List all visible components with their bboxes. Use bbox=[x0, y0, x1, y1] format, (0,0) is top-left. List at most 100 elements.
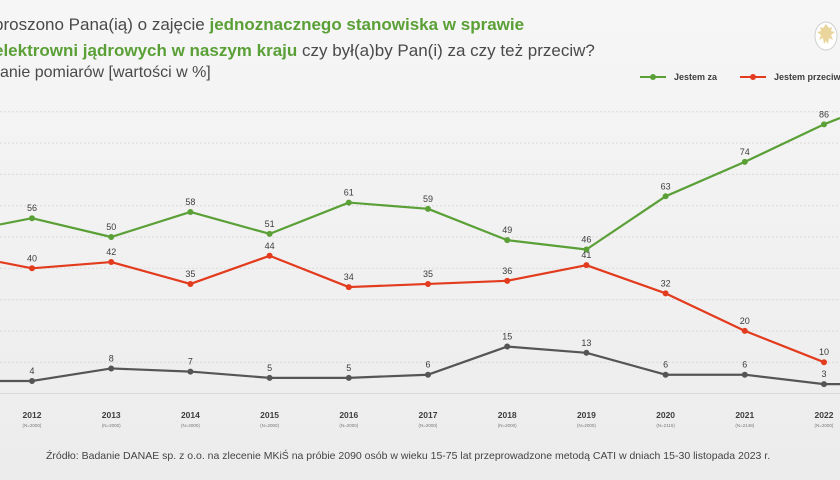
source-note: Źródło: Badanie DANAE sp. z o.o. na zlec… bbox=[46, 450, 771, 462]
title-highlight-1: jednoznacznego stanowiska w sprawie bbox=[209, 15, 525, 34]
x-tick-label: 2021 bbox=[735, 410, 754, 420]
data-label: 6 bbox=[425, 360, 430, 370]
data-label: 10 bbox=[819, 347, 829, 357]
data-label: 7 bbox=[188, 357, 193, 367]
title-line-1: proszono Pana(ią) o zajęcie jednoznaczne… bbox=[0, 12, 794, 38]
data-point bbox=[266, 374, 273, 381]
data-point bbox=[583, 349, 590, 356]
data-point bbox=[662, 193, 669, 200]
series-line bbox=[0, 345, 840, 386]
data-point bbox=[583, 262, 590, 269]
data-label: 61 bbox=[344, 188, 354, 198]
x-sample-size: (N=2116) bbox=[656, 423, 675, 428]
x-tick-label: 2013 bbox=[102, 410, 121, 420]
x-sample-size: (N=2000) bbox=[577, 423, 596, 428]
data-point bbox=[108, 259, 115, 266]
data-label: 13 bbox=[581, 338, 591, 348]
data-label: 41 bbox=[581, 250, 591, 260]
data-point bbox=[345, 199, 352, 206]
legend-swatch-za bbox=[640, 74, 666, 80]
data-point bbox=[821, 359, 827, 366]
title-line-2: elektrowni jądrowych w naszym kraju czy … bbox=[0, 38, 794, 64]
data-point bbox=[187, 280, 194, 287]
data-point bbox=[29, 215, 35, 222]
series-line bbox=[0, 117, 840, 251]
data-point bbox=[662, 371, 669, 378]
x-tick-label: 2020 bbox=[656, 410, 675, 420]
data-point bbox=[504, 237, 511, 244]
data-label: 49 bbox=[502, 225, 512, 235]
data-label: 46 bbox=[581, 235, 591, 245]
data-label: 5 bbox=[267, 363, 272, 373]
x-tick-label: 2015 bbox=[260, 410, 279, 420]
data-label: 20 bbox=[740, 316, 750, 326]
x-tick-label: 2018 bbox=[498, 410, 517, 420]
data-points bbox=[29, 121, 827, 388]
data-point bbox=[662, 290, 669, 297]
data-label: 42 bbox=[106, 247, 116, 257]
legend-swatch-przeciw bbox=[740, 74, 766, 80]
data-point bbox=[187, 208, 194, 215]
data-label: 74 bbox=[740, 147, 750, 157]
x-sample-size: (N=2148) bbox=[735, 423, 754, 428]
x-tick-label: 2016 bbox=[339, 410, 358, 420]
data-point bbox=[504, 277, 511, 284]
data-label: 3 bbox=[821, 369, 826, 379]
data-point bbox=[187, 368, 194, 375]
chart-subtitle: anie pomiarów [wartości w %] bbox=[0, 64, 211, 81]
x-tick-label: 2019 bbox=[577, 410, 596, 420]
data-label: 4 bbox=[29, 366, 34, 376]
data-point bbox=[425, 205, 431, 212]
data-label: 5 bbox=[346, 363, 351, 373]
data-point bbox=[425, 280, 431, 287]
data-point bbox=[741, 371, 748, 378]
data-point bbox=[583, 246, 590, 253]
x-sample-size: (N=2000) bbox=[339, 423, 358, 428]
data-point bbox=[821, 121, 827, 128]
data-point bbox=[108, 234, 115, 240]
data-label: 6 bbox=[742, 360, 747, 370]
x-tick-label: 2022 bbox=[815, 410, 834, 420]
chart-title: proszono Pana(ią) o zajęcie jednoznaczne… bbox=[0, 12, 794, 64]
legend-label-za: Jestem za bbox=[674, 72, 718, 82]
data-label: 6 bbox=[663, 360, 668, 370]
data-point bbox=[741, 158, 748, 165]
x-sample-size: (N=2000) bbox=[419, 423, 438, 428]
title-text-2: czy był(a)by Pan(i) za czy też przeciw? bbox=[297, 41, 595, 60]
data-label: 8 bbox=[109, 353, 114, 363]
series-lines bbox=[0, 117, 840, 386]
data-point bbox=[821, 381, 827, 388]
gridlines bbox=[0, 111, 840, 394]
eagle-emblem-icon bbox=[814, 21, 838, 51]
data-point bbox=[504, 343, 511, 350]
data-label: 36 bbox=[502, 266, 512, 276]
x-sample-size: (N=2000) bbox=[23, 423, 42, 428]
x-tick-label: 2014 bbox=[181, 410, 200, 420]
x-axis: 2012 (N=2000) 2013 (N=2000) 2014 (N=2000) 2015… bbox=[23, 410, 834, 428]
data-label: 44 bbox=[265, 241, 275, 251]
data-point bbox=[345, 374, 352, 381]
data-label: 35 bbox=[185, 269, 195, 279]
data-label: 50 bbox=[106, 222, 116, 232]
data-label: 34 bbox=[344, 272, 354, 282]
x-tick-label: 2017 bbox=[419, 410, 438, 420]
series-line bbox=[0, 254, 825, 364]
data-label: 56 bbox=[27, 203, 37, 213]
data-point bbox=[266, 230, 273, 237]
legend-label-przeciw: Jestem przeciw bbox=[774, 72, 840, 82]
data-point bbox=[108, 365, 115, 372]
title-highlight-2: elektrowni jądrowych w naszym kraju bbox=[0, 41, 298, 60]
x-sample-size: (N=2000) bbox=[260, 423, 279, 428]
x-sample-size: (N=2000) bbox=[498, 423, 517, 428]
data-label: 51 bbox=[265, 219, 275, 229]
legend-item-przeciw: Jestem przeciw bbox=[740, 72, 840, 82]
x-sample-size: (N=2000) bbox=[815, 423, 834, 428]
data-label: 15 bbox=[502, 332, 512, 342]
x-sample-size: (N=2000) bbox=[181, 423, 200, 428]
data-label: 58 bbox=[185, 197, 195, 207]
x-sample-size: (N=2000) bbox=[102, 423, 121, 428]
data-label: 35 bbox=[423, 269, 433, 279]
data-point bbox=[29, 265, 35, 272]
data-label: 86 bbox=[819, 109, 829, 119]
